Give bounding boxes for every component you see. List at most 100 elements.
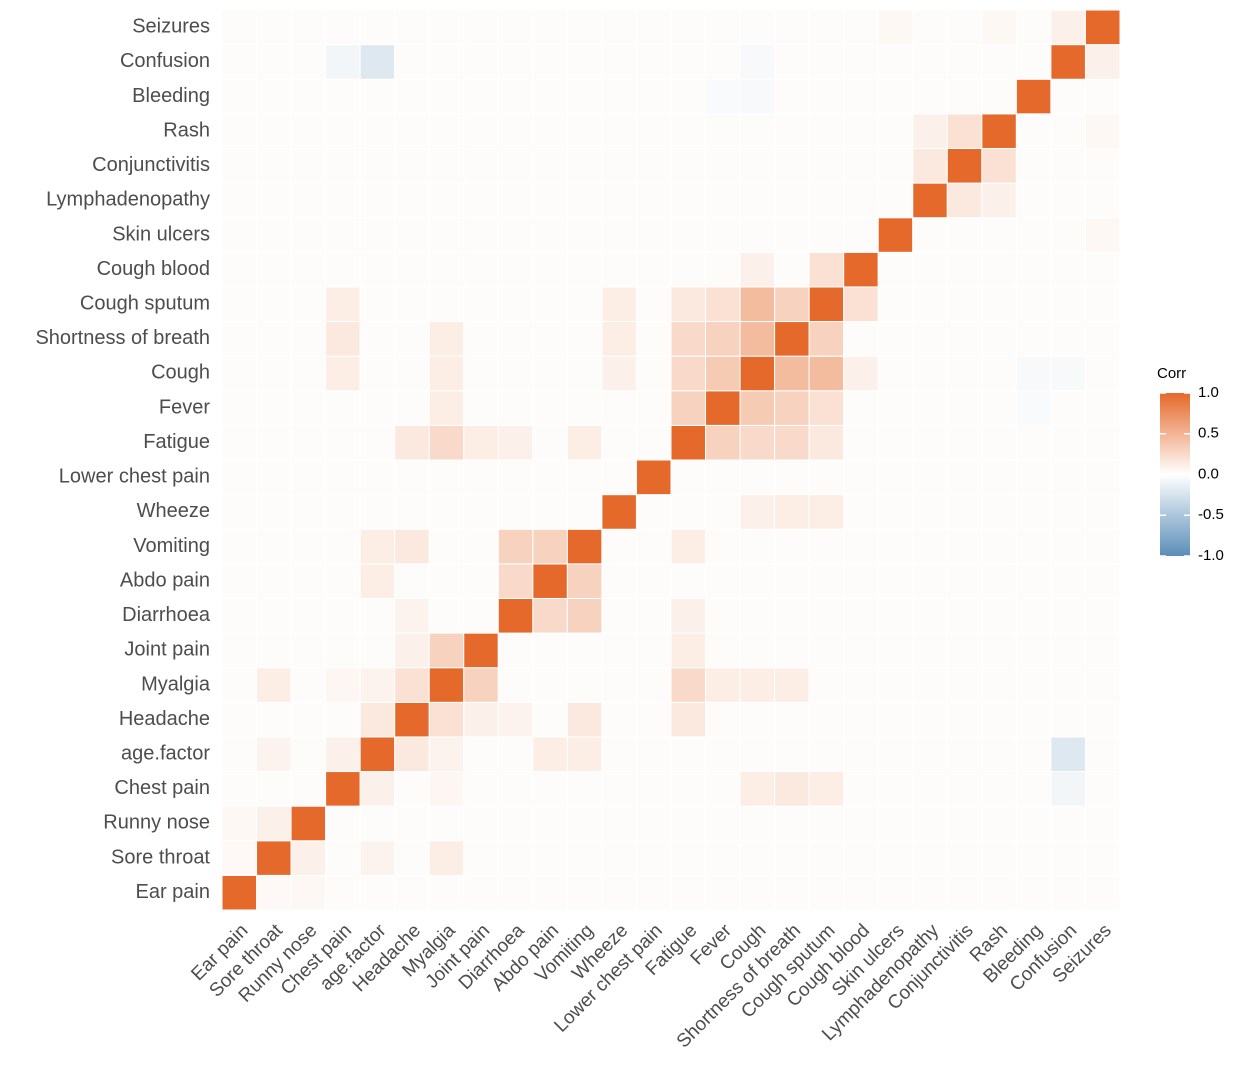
heatmap-cell xyxy=(739,667,776,703)
heatmap-cell xyxy=(1015,147,1052,184)
heatmap-cell xyxy=(808,182,845,219)
heatmap-cell xyxy=(256,182,292,219)
heatmap-cell xyxy=(428,874,465,911)
heatmap-cell xyxy=(808,459,845,496)
heatmap-cell xyxy=(428,597,465,634)
heatmap-cell xyxy=(912,667,948,703)
heatmap-cell xyxy=(290,78,327,115)
heatmap-cell xyxy=(670,840,707,876)
legend-tick-label: 1.0 xyxy=(1198,384,1219,401)
heatmap-cell xyxy=(428,632,465,669)
heatmap-cell xyxy=(566,459,603,496)
y-tick-label: Conjunctivitis xyxy=(92,154,210,176)
heatmap-cell xyxy=(359,805,396,842)
heatmap-cell xyxy=(566,494,603,530)
heatmap-cell xyxy=(981,286,1017,323)
heatmap-cell xyxy=(739,597,776,634)
heatmap-cell xyxy=(774,667,810,703)
heatmap-cell xyxy=(463,182,499,219)
heatmap-cell xyxy=(394,9,430,46)
heatmap-cell xyxy=(1015,528,1052,565)
heatmap-cell xyxy=(601,805,637,842)
heatmap-cell xyxy=(1050,321,1086,357)
heatmap-cell xyxy=(463,632,499,669)
heatmap-cell xyxy=(1084,597,1121,634)
heatmap-cell xyxy=(981,424,1017,461)
heatmap-cell xyxy=(428,44,465,80)
heatmap-cell xyxy=(946,494,983,530)
heatmap-cell xyxy=(981,182,1017,219)
heatmap-cell xyxy=(497,217,534,253)
heatmap-cell xyxy=(774,459,810,496)
heatmap-cell xyxy=(256,840,292,876)
heatmap-cell xyxy=(1084,667,1121,703)
heatmap-cell xyxy=(670,9,707,46)
heatmap-cell xyxy=(566,390,603,426)
heatmap-cell xyxy=(774,113,810,149)
heatmap-cell xyxy=(946,424,983,461)
heatmap-cell xyxy=(808,632,845,669)
heatmap-cell xyxy=(670,113,707,149)
heatmap-cell xyxy=(601,424,637,461)
heatmap-cell xyxy=(290,424,327,461)
heatmap-cell xyxy=(290,597,327,634)
heatmap-cell xyxy=(705,874,741,911)
heatmap-cell xyxy=(1084,528,1121,565)
heatmap-cell xyxy=(497,874,534,911)
heatmap-cell xyxy=(256,736,292,773)
heatmap-cell xyxy=(221,597,258,634)
heatmap-cell xyxy=(221,874,258,911)
heatmap-cell xyxy=(670,459,707,496)
heatmap-cell xyxy=(256,805,292,842)
heatmap-cell xyxy=(394,355,430,392)
heatmap-cell xyxy=(739,874,776,911)
heatmap-cell xyxy=(394,78,430,115)
heatmap-cell xyxy=(532,217,568,253)
heatmap-cell xyxy=(566,667,603,703)
heatmap-cell xyxy=(428,390,465,426)
heatmap-cell xyxy=(843,874,879,911)
heatmap-cell xyxy=(912,771,948,807)
heatmap-cell xyxy=(1084,182,1121,219)
heatmap-cell xyxy=(394,597,430,634)
heatmap-cell xyxy=(1050,632,1086,669)
heatmap-cell xyxy=(428,701,465,738)
heatmap-cell xyxy=(601,147,637,184)
heatmap-cell xyxy=(566,44,603,80)
heatmap-cell xyxy=(1015,44,1052,80)
heatmap-cell xyxy=(394,44,430,80)
heatmap-cell xyxy=(1015,874,1052,911)
heatmap-cell xyxy=(394,667,430,703)
heatmap-cell xyxy=(1015,78,1052,115)
heatmap-cell xyxy=(635,771,672,807)
heatmap-cell xyxy=(774,217,810,253)
heatmap-cell xyxy=(808,874,845,911)
heatmap-cell xyxy=(843,771,879,807)
heatmap-cell xyxy=(739,355,776,392)
heatmap-cell xyxy=(290,667,327,703)
heatmap-cell xyxy=(325,667,361,703)
heatmap-cell xyxy=(912,563,948,599)
heatmap-cell xyxy=(463,113,499,149)
y-tick-label: Confusion xyxy=(120,50,210,72)
y-tick-label: age.factor xyxy=(121,743,210,765)
heatmap-cell xyxy=(256,321,292,357)
heatmap-cell xyxy=(981,147,1017,184)
legend-tick-label: -0.5 xyxy=(1198,506,1224,523)
heatmap-cell xyxy=(774,771,810,807)
heatmap-cell xyxy=(774,44,810,80)
heatmap-cell xyxy=(843,44,879,80)
heatmap-cell xyxy=(774,424,810,461)
heatmap-cell xyxy=(843,390,879,426)
heatmap-cell xyxy=(221,424,258,461)
heatmap-cell xyxy=(670,771,707,807)
heatmap-cell xyxy=(946,78,983,115)
y-tick-label: Cough blood xyxy=(97,258,210,280)
heatmap-cell xyxy=(635,390,672,426)
heatmap-cell xyxy=(877,840,914,876)
heatmap-cell xyxy=(359,147,396,184)
heatmap-cell xyxy=(256,563,292,599)
heatmap-cell xyxy=(428,840,465,876)
heatmap-cell xyxy=(1084,874,1121,911)
